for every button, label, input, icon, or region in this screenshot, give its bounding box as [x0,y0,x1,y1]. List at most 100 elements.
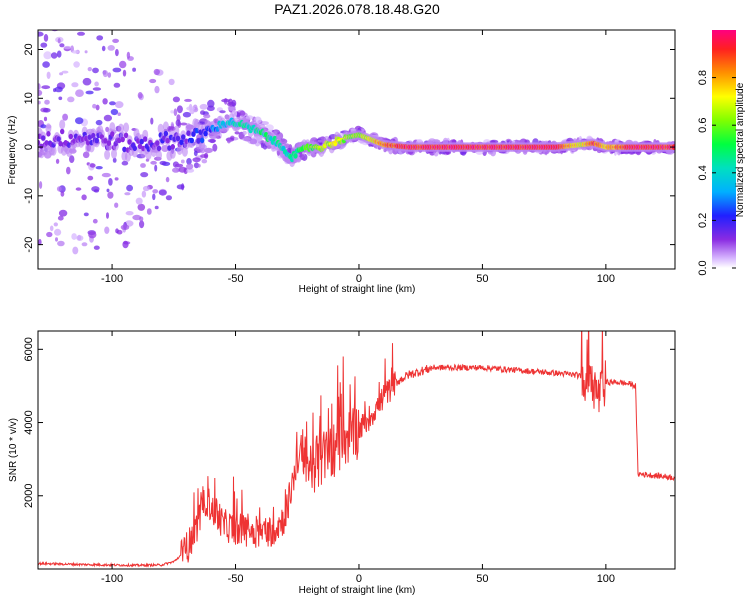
colorbar-label: Normalized spectral amplitude [735,82,746,217]
noise-blob [46,231,53,238]
noise-blob [59,72,64,76]
noise-blob [38,89,43,96]
noise-blob [103,114,112,122]
noise-blob [50,52,58,59]
noise-blob [102,70,108,78]
noise-blob [114,177,119,181]
noise-blob [55,158,60,164]
noise-blob [150,117,154,125]
noise-blob [115,228,119,234]
noise-blob [71,233,77,240]
noise-blob [249,138,258,145]
spectrogram-y-tick-label: -20 [23,237,35,253]
noise-blob [219,110,226,114]
spectrogram-x-tick-label: -100 [101,273,123,285]
ridge-mark [120,136,125,143]
noise-blob [117,112,121,116]
noise-blob [89,163,96,168]
ridge-mark [170,144,175,150]
noise-blob [63,45,72,50]
noise-blob [204,152,209,159]
spectrogram-y-tick-label: 20 [23,43,35,55]
noise-blob [38,83,41,90]
spectrogram-frame [37,29,676,270]
noise-blob [87,67,93,72]
noise-blob [154,85,160,94]
snr-x-axis-label: Height of straight line (km) [299,585,416,596]
noise-blob [204,147,213,154]
ridge-mark [181,134,186,140]
noise-blob [85,90,94,95]
noise-blob [38,238,42,246]
ridge-mark [156,145,162,152]
noise-blob [199,103,208,110]
noise-blob [112,157,117,163]
ridge-mark [200,137,205,144]
noise-blob [54,228,62,236]
noise-blob [212,143,218,152]
ridge-mark [41,135,46,141]
snr-frame [37,330,676,570]
noise-blob [200,110,206,115]
noise-blob [234,131,240,135]
noise-blob [207,99,215,108]
noise-blob [95,166,103,170]
noise-blob [44,99,50,105]
spectrogram-x-tick-label: -50 [228,273,244,285]
noise-blob [178,166,187,173]
ridge-mark [203,130,208,137]
noise-blob [81,242,88,247]
spectrogram-x-tick-label: 0 [356,273,362,285]
noise-blob [132,67,137,72]
ridge-mark [46,131,51,137]
ridge-halo [181,146,188,157]
ridge-mark [137,143,143,150]
noise-blob [38,31,44,37]
noise-blob [81,194,87,201]
ridge-mark [103,138,108,144]
noise-blob [175,119,181,127]
noise-blob [62,113,68,121]
noise-blob [186,163,194,170]
ridge-mark [132,145,137,152]
ridge-mark [106,140,112,146]
ridge-halo [123,122,130,133]
snr-marks [38,331,675,568]
snr-series-line [38,331,675,568]
noise-blob [184,98,192,102]
noise-blob [92,218,98,224]
noise-blob [59,43,65,48]
colorbar-tick-label: 0.6 [697,118,709,133]
spectrogram-x-tick-label: 50 [476,273,488,285]
snr-y-tick-label: 6000 [23,337,35,361]
noise-blob [91,186,100,192]
noise-blob [46,71,51,80]
noise-blob [242,130,247,135]
noise-blob [112,38,119,44]
ridge-mark [123,132,129,139]
ridge-halo [118,123,124,134]
noise-blob [140,163,146,168]
ridge-halo [145,149,152,160]
ridge-halo [199,140,206,151]
noise-blob [88,231,97,239]
ridge-mark [165,137,170,144]
noise-blob [137,92,143,99]
noise-blob [87,175,94,181]
noise-blob [122,69,127,77]
noise-blob [126,184,133,192]
noise-blob [152,189,159,194]
snr-y-tick-label: 2000 [23,484,35,508]
noise-blob [107,45,115,51]
noise-blob [58,96,63,101]
noise-blob [49,225,54,232]
noise-blob [125,211,134,216]
ridge-halo [109,122,116,133]
noise-blob [95,104,100,111]
ridge-mark [143,136,148,142]
ridge-mark [293,153,298,159]
noise-blob [159,160,167,166]
snr-x-tick-label: -50 [228,573,244,585]
noise-blob [71,50,79,54]
noise-blob [135,197,143,205]
